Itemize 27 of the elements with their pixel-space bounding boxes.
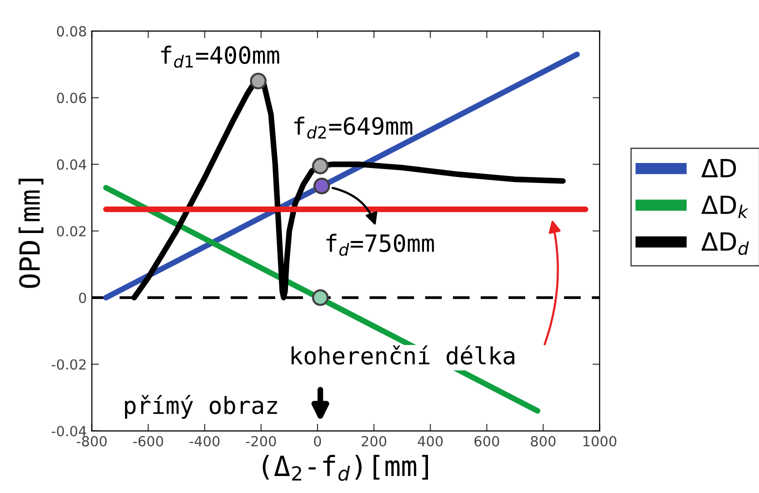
annotation: přímý obraz: [125, 394, 277, 419]
y-tick-label: -0.02: [52, 359, 86, 370]
y-tick-label: 0.04: [56, 159, 86, 170]
annotation: f$_{d}$=750mm: [326, 234, 434, 256]
x-tick-label: -600: [133, 436, 164, 446]
annotation: f$_{d2}$=649mm: [294, 116, 412, 139]
x-tick-label: -800: [76, 436, 107, 446]
y-tick-label: 0: [79, 292, 86, 304]
y-tick-label: 0.06: [56, 92, 86, 104]
y-tick-label: 0.08: [56, 26, 86, 37]
legend-label: ΔD: [701, 159, 736, 178]
x-tick-label: 0: [314, 436, 322, 446]
x-tick-label: -200: [246, 436, 276, 446]
x-tick-label: 400: [418, 436, 443, 446]
x-tick-label: 200: [362, 436, 386, 446]
annotation: f$_{d1}$=400mm: [161, 46, 280, 68]
x-tick-label: 800: [530, 436, 556, 446]
x-tick-label: -400: [190, 436, 220, 446]
annotation: koherenční délka: [292, 345, 514, 365]
legend-label: ΔD$_{k}$: [701, 196, 748, 218]
legend-label: ΔD$_{d}$: [701, 232, 749, 255]
x-axis-title: (Δ$_{2}$-f$_{d}$)[mm]: [262, 454, 428, 481]
y-axis-title: OPD[mm]: [18, 178, 44, 288]
y-tick-label: -0.04: [52, 426, 86, 436]
x-tick-label: 1000: [583, 436, 616, 446]
x-tick-label: 600: [474, 436, 500, 446]
y-tick-label: 0.02: [56, 226, 86, 236]
